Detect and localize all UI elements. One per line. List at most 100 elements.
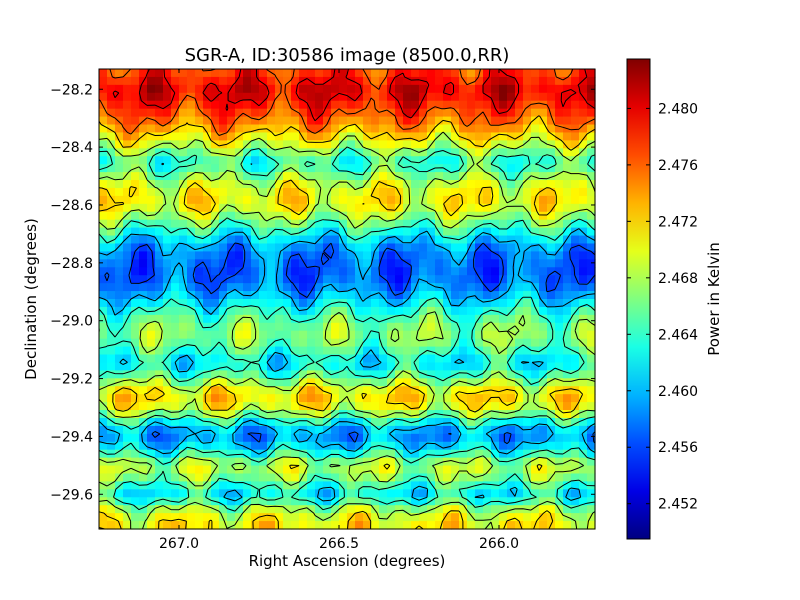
heatmap-cell xyxy=(291,513,300,522)
heatmap-cell xyxy=(483,457,492,467)
heatmap-cell xyxy=(315,314,324,324)
heatmap-cell xyxy=(195,275,204,284)
heatmap-cell xyxy=(179,267,188,276)
heatmap-cell xyxy=(219,330,228,340)
heatmap-cell xyxy=(435,92,444,102)
heatmap-cell xyxy=(347,299,356,308)
heatmap-cell xyxy=(187,203,196,213)
heatmap-cell xyxy=(131,425,140,435)
heatmap-cell xyxy=(331,84,340,94)
heatmap-cell xyxy=(387,449,396,459)
heatmap-cell xyxy=(291,505,300,514)
heatmap-cell xyxy=(443,227,452,237)
heatmap-cell xyxy=(459,306,468,316)
heatmap-cell xyxy=(379,259,388,268)
heatmap-cell xyxy=(227,465,236,475)
heatmap-cell xyxy=(131,251,140,260)
heatmap-cell xyxy=(99,227,108,237)
heatmap-cell xyxy=(563,417,572,427)
heatmap-cell xyxy=(411,386,420,395)
heatmap-cell xyxy=(403,108,412,118)
heatmap-cell xyxy=(571,505,580,514)
heatmap-cell xyxy=(227,267,236,276)
heatmap-cell xyxy=(451,338,460,348)
heatmap-cell xyxy=(475,275,484,284)
heatmap-cell xyxy=(155,100,164,110)
heatmap-cell xyxy=(475,394,484,403)
heatmap-cell xyxy=(459,465,468,475)
heatmap-cell xyxy=(347,140,356,149)
heatmap-cell xyxy=(451,465,460,475)
heatmap-cell xyxy=(275,489,284,498)
heatmap-cell xyxy=(163,283,172,292)
heatmap-cell xyxy=(363,219,372,229)
heatmap-cell xyxy=(427,84,436,94)
heatmap-cell xyxy=(155,203,164,213)
heatmap-cell xyxy=(355,243,364,253)
heatmap-cell xyxy=(123,346,132,356)
heatmap-cell xyxy=(163,457,172,467)
heatmap-cell xyxy=(227,76,236,86)
heatmap-cell xyxy=(371,433,380,443)
heatmap-cell xyxy=(499,148,508,157)
heatmap-cell xyxy=(363,69,372,78)
heatmap-cell xyxy=(379,140,388,149)
heatmap-cell xyxy=(171,346,180,356)
heatmap-cell xyxy=(539,378,548,387)
heatmap-cell xyxy=(363,354,372,364)
heatmap-cell xyxy=(203,291,212,300)
heatmap-cell xyxy=(443,346,452,356)
heatmap-cell xyxy=(355,330,364,340)
heatmap-cell xyxy=(379,243,388,253)
heatmap-cell xyxy=(499,164,508,173)
heatmap-cell xyxy=(299,330,308,340)
heatmap-cell xyxy=(315,497,324,506)
heatmap-cell xyxy=(283,489,292,498)
heatmap-cell xyxy=(579,417,588,427)
heatmap-cell xyxy=(195,140,204,149)
heatmap-cell xyxy=(531,116,540,126)
heatmap-cell xyxy=(267,140,276,149)
heatmap-cell xyxy=(195,402,204,411)
heatmap-cell xyxy=(123,433,132,443)
heatmap-cell xyxy=(259,370,268,379)
heatmap-cell xyxy=(179,513,188,522)
heatmap-cell xyxy=(123,187,132,197)
heatmap-cell xyxy=(171,164,180,173)
heatmap-cell xyxy=(227,425,236,435)
heatmap-cell xyxy=(467,362,476,371)
heatmap-cell xyxy=(323,267,332,276)
heatmap-cell xyxy=(99,140,108,149)
heatmap-cell xyxy=(571,354,580,364)
heatmap-cell xyxy=(443,425,452,435)
heatmap-cell xyxy=(395,219,404,229)
heatmap-cell xyxy=(283,76,292,86)
heatmap-cell xyxy=(403,346,412,356)
heatmap-cell xyxy=(555,497,564,506)
heatmap-cell xyxy=(483,513,492,522)
heatmap-cell xyxy=(507,354,516,364)
heatmap-cell xyxy=(563,465,572,475)
heatmap-cell xyxy=(491,505,500,514)
heatmap-cell xyxy=(107,259,116,268)
heatmap-cell xyxy=(179,417,188,427)
heatmap-cell xyxy=(531,402,540,411)
heatmap-cell xyxy=(475,235,484,245)
heatmap-cell xyxy=(387,148,396,157)
heatmap-cell xyxy=(347,100,356,110)
heatmap-cell xyxy=(515,116,524,126)
heatmap-cell xyxy=(187,291,196,300)
heatmap-cell xyxy=(99,441,108,451)
heatmap-cell xyxy=(251,505,260,514)
heatmap-cell xyxy=(395,203,404,213)
heatmap-cell xyxy=(315,211,324,221)
heatmap-cell xyxy=(99,124,108,134)
heatmap-cell xyxy=(339,441,348,451)
heatmap-cell xyxy=(267,211,276,221)
heatmap-cell xyxy=(211,267,220,276)
heatmap-cell xyxy=(227,497,236,506)
heatmap-cell xyxy=(155,306,164,316)
heatmap-cell xyxy=(283,219,292,229)
heatmap-cell xyxy=(323,187,332,197)
heatmap-cell xyxy=(355,251,364,260)
